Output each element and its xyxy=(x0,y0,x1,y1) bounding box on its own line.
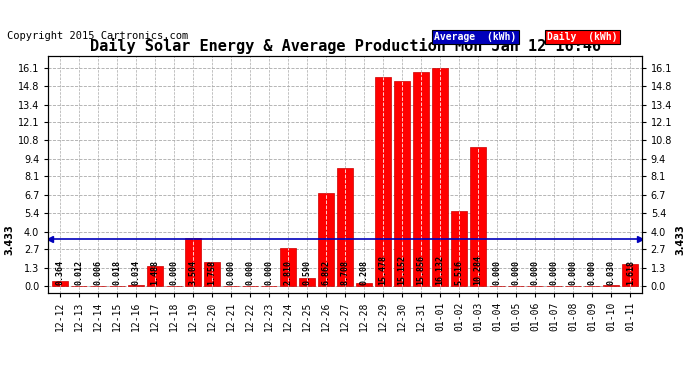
Text: 0.034: 0.034 xyxy=(131,261,140,285)
Bar xyxy=(356,283,372,286)
Text: Average  (kWh): Average (kWh) xyxy=(435,32,517,42)
Text: 0.006: 0.006 xyxy=(93,261,102,285)
Text: 0.000: 0.000 xyxy=(226,261,235,285)
Text: 0.000: 0.000 xyxy=(169,261,178,285)
Text: 15.478: 15.478 xyxy=(379,255,388,285)
Bar xyxy=(451,211,467,286)
Bar xyxy=(394,81,410,286)
Text: 1.618: 1.618 xyxy=(626,261,635,285)
Bar xyxy=(622,264,638,286)
Text: 3.433: 3.433 xyxy=(676,224,686,255)
Bar xyxy=(470,147,486,286)
Bar xyxy=(318,193,334,286)
Text: 1.488: 1.488 xyxy=(150,261,159,285)
Text: 0.590: 0.590 xyxy=(302,261,311,285)
Text: 0.000: 0.000 xyxy=(588,261,597,285)
Text: 0.000: 0.000 xyxy=(246,261,255,285)
Bar xyxy=(147,266,163,286)
Bar xyxy=(337,168,353,286)
Bar xyxy=(280,248,296,286)
Text: 5.516: 5.516 xyxy=(455,261,464,285)
Text: 0.018: 0.018 xyxy=(112,261,121,285)
Text: 0.030: 0.030 xyxy=(607,261,615,285)
Text: Copyright 2015 Cartronics.com: Copyright 2015 Cartronics.com xyxy=(7,32,188,41)
Text: 2.810: 2.810 xyxy=(284,261,293,285)
Bar xyxy=(413,72,429,286)
Bar xyxy=(299,278,315,286)
Text: 8.708: 8.708 xyxy=(340,261,350,285)
Text: 10.284: 10.284 xyxy=(473,255,482,285)
Title: Daily Solar Energy & Average Production Mon Jan 12 16:46: Daily Solar Energy & Average Production … xyxy=(90,38,600,54)
Text: 0.012: 0.012 xyxy=(75,261,83,285)
Text: 0.000: 0.000 xyxy=(531,261,540,285)
Text: 15.856: 15.856 xyxy=(417,255,426,285)
Bar xyxy=(432,68,448,286)
Bar xyxy=(128,285,144,286)
Text: 0.000: 0.000 xyxy=(550,261,559,285)
Bar xyxy=(375,77,391,286)
Text: 16.132: 16.132 xyxy=(435,255,444,285)
Text: 0.208: 0.208 xyxy=(359,261,368,285)
Bar xyxy=(52,281,68,286)
Text: 0.364: 0.364 xyxy=(55,261,64,285)
Bar xyxy=(185,238,201,286)
Text: 3.433: 3.433 xyxy=(4,224,14,255)
Text: 3.504: 3.504 xyxy=(188,261,197,285)
Bar xyxy=(204,262,220,286)
Bar xyxy=(603,285,620,286)
Text: 6.862: 6.862 xyxy=(322,261,331,285)
Text: Daily  (kWh): Daily (kWh) xyxy=(547,32,618,42)
Text: 0.000: 0.000 xyxy=(493,261,502,285)
Text: 0.000: 0.000 xyxy=(512,261,521,285)
Text: 1.758: 1.758 xyxy=(208,261,217,285)
Text: 15.152: 15.152 xyxy=(397,255,406,285)
Text: 0.000: 0.000 xyxy=(569,261,578,285)
Text: 0.000: 0.000 xyxy=(264,261,273,285)
